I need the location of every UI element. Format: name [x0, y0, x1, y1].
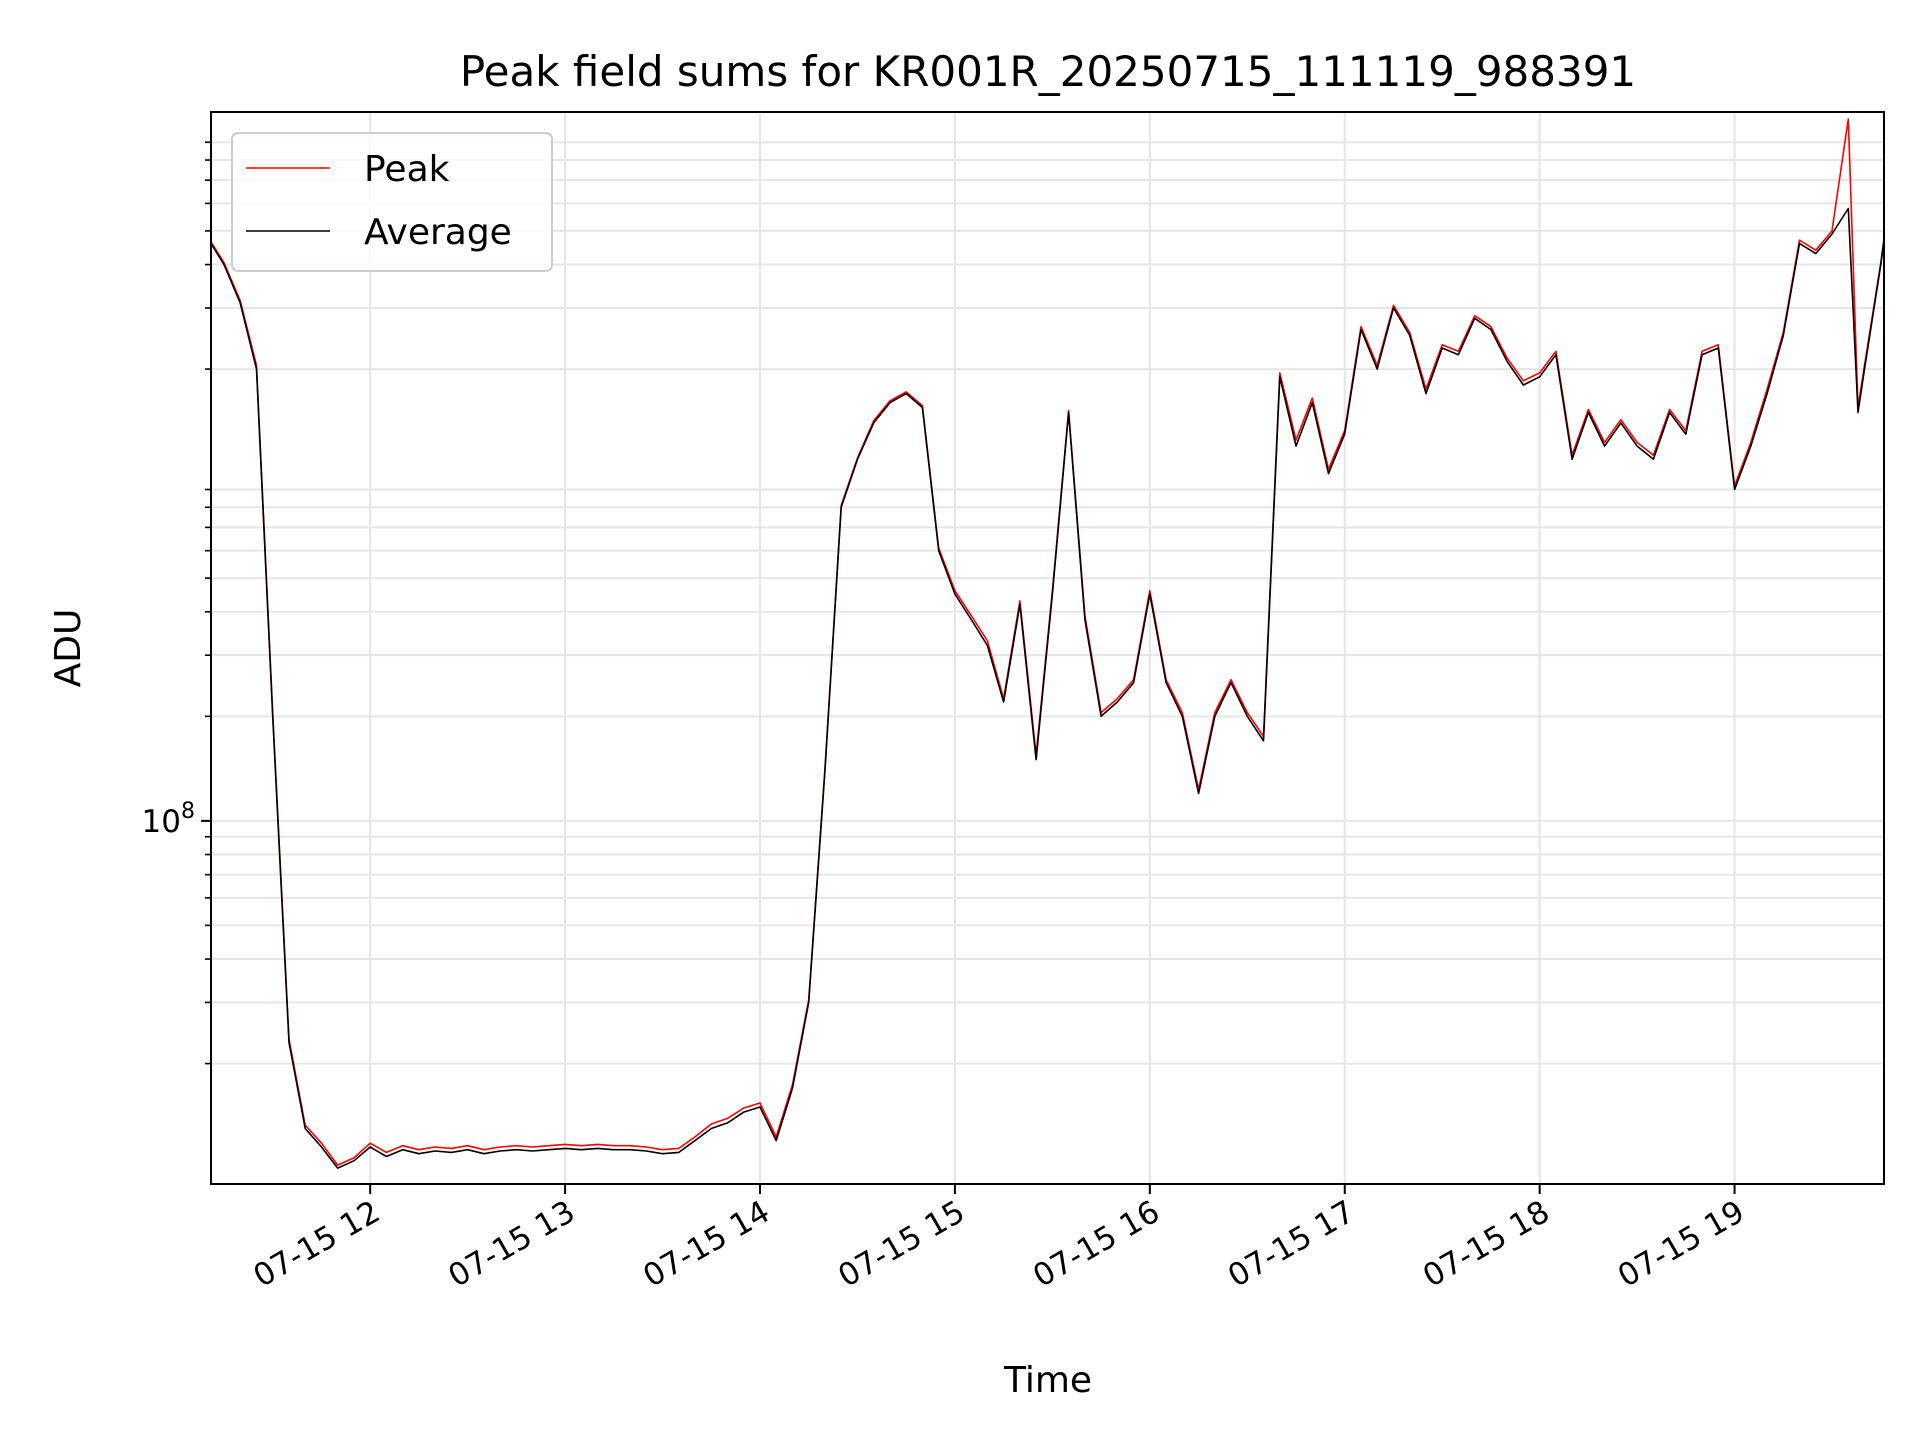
chart-title: Peak field sums for KR001R_20250715_1111… [460, 47, 1636, 96]
legend-peak-label: Peak [364, 149, 450, 190]
x-axis-label: Time [1003, 1360, 1092, 1401]
legend: Peak Average [231, 132, 553, 272]
legend-average-label: Average [364, 212, 512, 253]
series-line-average [210, 207, 1885, 1169]
plot-frame [210, 111, 1885, 1185]
y-axis-label: ADU [48, 609, 89, 688]
series-lines [210, 118, 1885, 1169]
y-tick-label: 108 [142, 799, 195, 840]
grid [211, 112, 1884, 1184]
